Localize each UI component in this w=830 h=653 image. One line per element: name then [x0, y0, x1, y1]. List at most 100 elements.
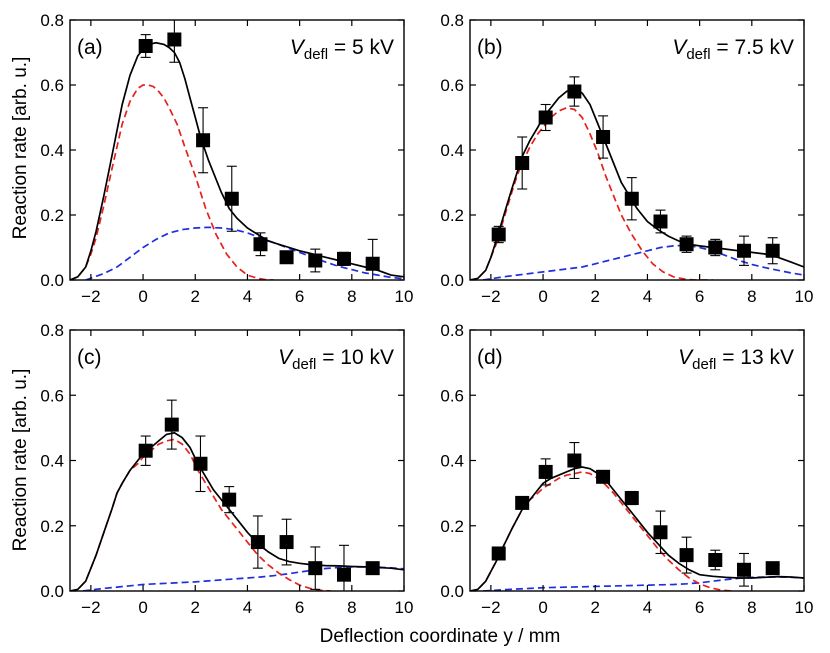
y-tick-label: 0.6 [40, 76, 64, 95]
y-axis-label-bottom: Reaction rate [arb. u.] [10, 369, 31, 552]
y-tick-label: 0.2 [440, 206, 464, 225]
data-point [222, 492, 237, 507]
data-point [567, 453, 582, 468]
panel-b-voltage-label: Vdefl = 7.5 kV [672, 36, 794, 63]
x-tick-label: 8 [347, 598, 356, 617]
data-point [567, 84, 582, 99]
black-fit-curve [470, 87, 804, 280]
data-point [708, 240, 723, 255]
x-tick-label: 0 [538, 598, 547, 617]
y-tick-label: 0.2 [40, 206, 64, 225]
data-point [491, 227, 506, 242]
data-point [515, 495, 530, 510]
data-point [765, 561, 780, 576]
x-tick-label: 4 [243, 287, 252, 306]
black-fit-curve [70, 431, 404, 591]
y-tick-label: 0.8 [440, 11, 464, 30]
data-point [250, 535, 265, 550]
data-point [138, 39, 153, 53]
data-point [224, 191, 239, 206]
x-tick-label: 10 [795, 287, 814, 306]
data-point [515, 156, 530, 170]
x-tick-label: 4 [643, 287, 652, 306]
data-point [336, 567, 351, 582]
data-point [736, 562, 751, 577]
red-dashed-curve [470, 471, 731, 591]
y-tick-label: 0.8 [440, 321, 464, 340]
y-axis-label-top: Reaction rate [arb. u.] [10, 57, 31, 240]
data-point [653, 525, 668, 540]
y-tick-label: 0.4 [440, 141, 464, 160]
panel-a-frame [69, 19, 405, 281]
y-tick-label: 0.8 [40, 11, 64, 30]
data-point [193, 456, 208, 471]
panel-c-curves [70, 399, 404, 591]
data-point [279, 250, 294, 265]
panel-a-voltage-label: Vdefl = 5 kV [290, 36, 394, 63]
data-point [653, 214, 668, 229]
y-tick-label: 0.4 [440, 452, 464, 471]
x-tick-label: 0 [138, 287, 147, 306]
x-tick-label: 6 [695, 287, 704, 306]
panel-a: −2 0 2 4 6 8 10 0.0 0.2 0.4 0.6 0.8 (a) Vdefl = 5 kV [40, 11, 413, 306]
panel-b-label: (b) [477, 36, 503, 59]
data-point [365, 561, 380, 576]
y-tick-label: 0.8 [40, 321, 64, 340]
panel-c: −2 0 2 4 6 8 10 0.0 0.2 0.4 0.6 0.8 (c) Vdefl = 10 kV [40, 321, 413, 617]
panels-group: −2 0 2 4 6 8 100.00.20.40.60.8(a) Vdefl = 5 kV−… [40, 11, 813, 617]
data-point [279, 535, 294, 550]
data-point [308, 253, 323, 268]
y-tick-label: 0.6 [440, 386, 464, 405]
blue-dashed-curve [482, 576, 804, 591]
data-point [538, 464, 553, 479]
x-tick-label: 4 [643, 598, 652, 617]
panel-b: −2 0 2 4 6 8 10 0.0 0.2 0.4 0.6 0.8 (b) Vdefl = 7.5 k… [440, 11, 813, 306]
x-tick-label: 6 [295, 287, 304, 306]
x-tick-label: 10 [395, 287, 414, 306]
x-tick-label: 6 [695, 598, 704, 617]
x-tick-label: 8 [347, 287, 356, 306]
data-point [596, 130, 611, 144]
y-tick-label: 0.6 [440, 76, 464, 95]
y-tick-label: 0.2 [440, 517, 464, 536]
data-point [308, 561, 323, 576]
data-point [679, 548, 694, 563]
y-tick-label: 0.0 [440, 271, 464, 290]
x-tick-label: 10 [795, 598, 814, 617]
black-fit-curve [470, 466, 804, 591]
data-point [167, 32, 182, 47]
data-point [765, 243, 780, 258]
panel-d-curves [470, 442, 804, 591]
data-point [624, 191, 639, 206]
data-point [596, 469, 611, 484]
y-tick-label: 0.0 [40, 582, 64, 601]
x-tick-label: 2 [591, 287, 600, 306]
x-tick-label: 6 [295, 598, 304, 617]
panel-a-curves [70, 20, 404, 280]
x-tick-label: 0 [538, 287, 547, 306]
panel-c-voltage-label: Vdefl = 10 kV [278, 346, 394, 373]
x-tick-label: 10 [395, 598, 414, 617]
black-fit-curve [70, 41, 404, 280]
x-tick-label: 2 [191, 287, 200, 306]
x-tick-label: −2 [81, 287, 100, 306]
red-dashed-curve [70, 84, 274, 280]
panel-c-frame [69, 329, 405, 592]
x-tick-label: 2 [591, 598, 600, 617]
blue-dashed-curve [82, 566, 404, 591]
panel-b-frame [469, 19, 805, 281]
data-point [253, 237, 268, 252]
x-tick-label: 0 [138, 598, 147, 617]
data-point [736, 243, 751, 258]
x-tick-label: 8 [747, 598, 756, 617]
data-point [164, 417, 179, 432]
x-tick-label: 2 [191, 598, 200, 617]
x-tick-label: 8 [747, 287, 756, 306]
data-point [336, 251, 351, 266]
data-point [538, 110, 553, 125]
y-tick-label: 0.2 [40, 517, 64, 536]
panel-d-voltage-label: Vdefl = 13 kV [678, 346, 794, 373]
panel-a-label: (a) [77, 36, 103, 59]
blue-dashed-curve [482, 244, 804, 280]
